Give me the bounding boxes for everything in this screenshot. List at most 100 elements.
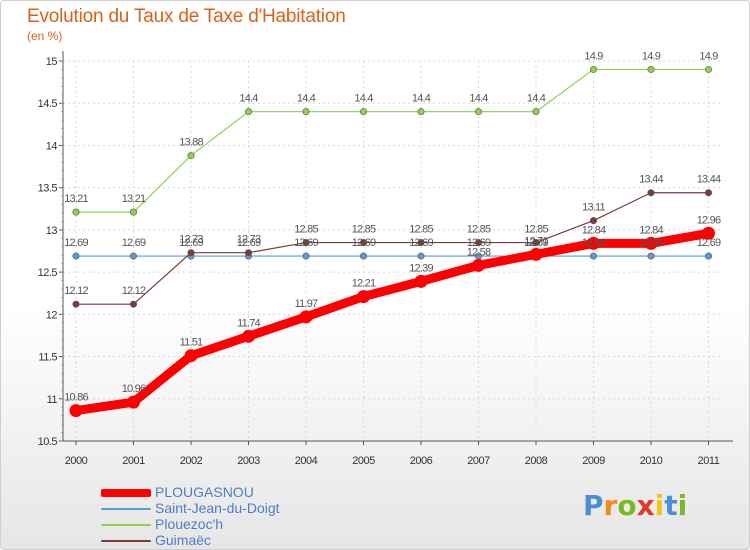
y-tick-label: 12.5 bbox=[38, 267, 58, 279]
series-plouezoc-h bbox=[72, 65, 712, 216]
x-tick-label: 2004 bbox=[295, 455, 318, 467]
data-point bbox=[589, 217, 597, 225]
data-label: 14.4 bbox=[239, 93, 258, 105]
data-label: 12.21 bbox=[352, 278, 376, 290]
proxiti-logo: Proxiti bbox=[583, 489, 687, 522]
data-label: 12.96 bbox=[697, 214, 721, 226]
y-tick-label: 13 bbox=[46, 225, 58, 237]
data-label: 12.69 bbox=[524, 237, 548, 249]
data-label: 12.69 bbox=[409, 237, 433, 249]
data-label: 12.71 bbox=[524, 235, 548, 247]
data-label: 12.84 bbox=[639, 224, 663, 236]
data-point bbox=[589, 252, 597, 260]
y-tick-label: 11.5 bbox=[38, 352, 57, 364]
y-tick-label: 15 bbox=[46, 56, 58, 68]
data-point bbox=[359, 108, 367, 116]
data-point bbox=[72, 300, 80, 308]
data-point bbox=[647, 65, 655, 73]
series-saint-jean-du-doigt bbox=[72, 252, 712, 260]
data-point bbox=[302, 108, 310, 116]
legend-swatch-guimaec bbox=[101, 540, 151, 542]
data-label: 12.85 bbox=[294, 224, 318, 236]
data-label: 12.85 bbox=[352, 224, 376, 236]
data-point bbox=[187, 152, 195, 160]
data-label: 14.9 bbox=[699, 50, 718, 62]
y-tick-label: 10.5 bbox=[38, 436, 58, 448]
data-point bbox=[245, 108, 253, 116]
data-label: 10.86 bbox=[64, 392, 88, 404]
data-point bbox=[417, 108, 425, 116]
data-label: 12.69 bbox=[467, 237, 491, 249]
data-point bbox=[417, 239, 425, 247]
data-label: 12.85 bbox=[467, 224, 491, 236]
data-point bbox=[644, 236, 658, 250]
data-label: 12.69 bbox=[582, 237, 606, 249]
x-tick-label: 2001 bbox=[122, 455, 145, 467]
data-point bbox=[532, 108, 540, 116]
logo-letter: P bbox=[583, 489, 604, 522]
data-label: 13.11 bbox=[582, 202, 605, 214]
x-tick-label: 2009 bbox=[582, 455, 605, 467]
data-label: 14.4 bbox=[527, 93, 546, 105]
logo-letter: r bbox=[603, 489, 618, 522]
x-tick-label: 2008 bbox=[525, 455, 548, 467]
data-point bbox=[357, 290, 370, 304]
data-point bbox=[704, 252, 712, 260]
data-label: 11.97 bbox=[295, 298, 318, 310]
data-label: 12.69 bbox=[64, 237, 88, 249]
data-point bbox=[72, 208, 80, 216]
data-point bbox=[130, 252, 138, 260]
data-point bbox=[647, 189, 655, 197]
x-tick-label: 2007 bbox=[467, 455, 490, 467]
data-point bbox=[702, 226, 715, 240]
data-label: 13.21 bbox=[122, 193, 146, 205]
legend-label: PLOUGASNOU bbox=[155, 484, 254, 500]
data-label: 12.12 bbox=[64, 285, 88, 297]
data-label: 12.69 bbox=[639, 237, 663, 249]
series-line bbox=[75, 192, 710, 305]
data-label: 14.4 bbox=[412, 93, 431, 105]
x-tick-label: 2002 bbox=[180, 455, 203, 467]
data-point bbox=[359, 239, 367, 247]
data-point bbox=[72, 252, 80, 260]
series-group bbox=[69, 65, 715, 418]
y-tick-label: 11 bbox=[47, 394, 58, 406]
logo-letter: t bbox=[664, 489, 678, 522]
data-point bbox=[474, 239, 482, 247]
legend-label: Guimaëc bbox=[155, 532, 212, 548]
data-point bbox=[587, 236, 600, 250]
data-label: 12.69 bbox=[237, 237, 261, 249]
x-tick-label: 2005 bbox=[352, 455, 375, 467]
data-label: 12.58 bbox=[467, 246, 491, 258]
data-label: 12.85 bbox=[524, 224, 548, 236]
data-label: 14.9 bbox=[584, 50, 603, 62]
data-label: 13.44 bbox=[639, 174, 663, 186]
legend-label: Saint-Jean-du-Doigt bbox=[155, 500, 280, 516]
data-label: 12.69 bbox=[352, 237, 376, 249]
data-label: 13.21 bbox=[64, 193, 88, 205]
y-tick-label: 14.5 bbox=[38, 98, 58, 110]
data-label: 11.74 bbox=[237, 317, 260, 329]
data-point bbox=[130, 208, 138, 216]
data-point bbox=[589, 65, 597, 73]
data-label: 11.51 bbox=[180, 337, 203, 349]
grid bbox=[63, 60, 723, 442]
data-point bbox=[127, 395, 140, 409]
legend-swatch-plougasnou bbox=[101, 489, 151, 497]
x-tick-label: 2010 bbox=[640, 455, 663, 467]
data-point bbox=[529, 247, 543, 261]
logo-letter: i bbox=[654, 489, 665, 522]
chart-title: Evolution du Taux de Taxe d'Habitation bbox=[27, 6, 346, 27]
series-line bbox=[71, 228, 713, 416]
data-label: 10.96 bbox=[122, 383, 146, 395]
data-label: 14.4 bbox=[297, 93, 316, 105]
data-label: 12.69 bbox=[294, 237, 318, 249]
data-point bbox=[130, 300, 138, 308]
data-point bbox=[245, 249, 253, 257]
data-label: 13.44 bbox=[697, 174, 721, 186]
data-point bbox=[302, 239, 310, 247]
legend-swatch-plouezoch bbox=[101, 524, 151, 526]
data-point bbox=[299, 310, 313, 324]
